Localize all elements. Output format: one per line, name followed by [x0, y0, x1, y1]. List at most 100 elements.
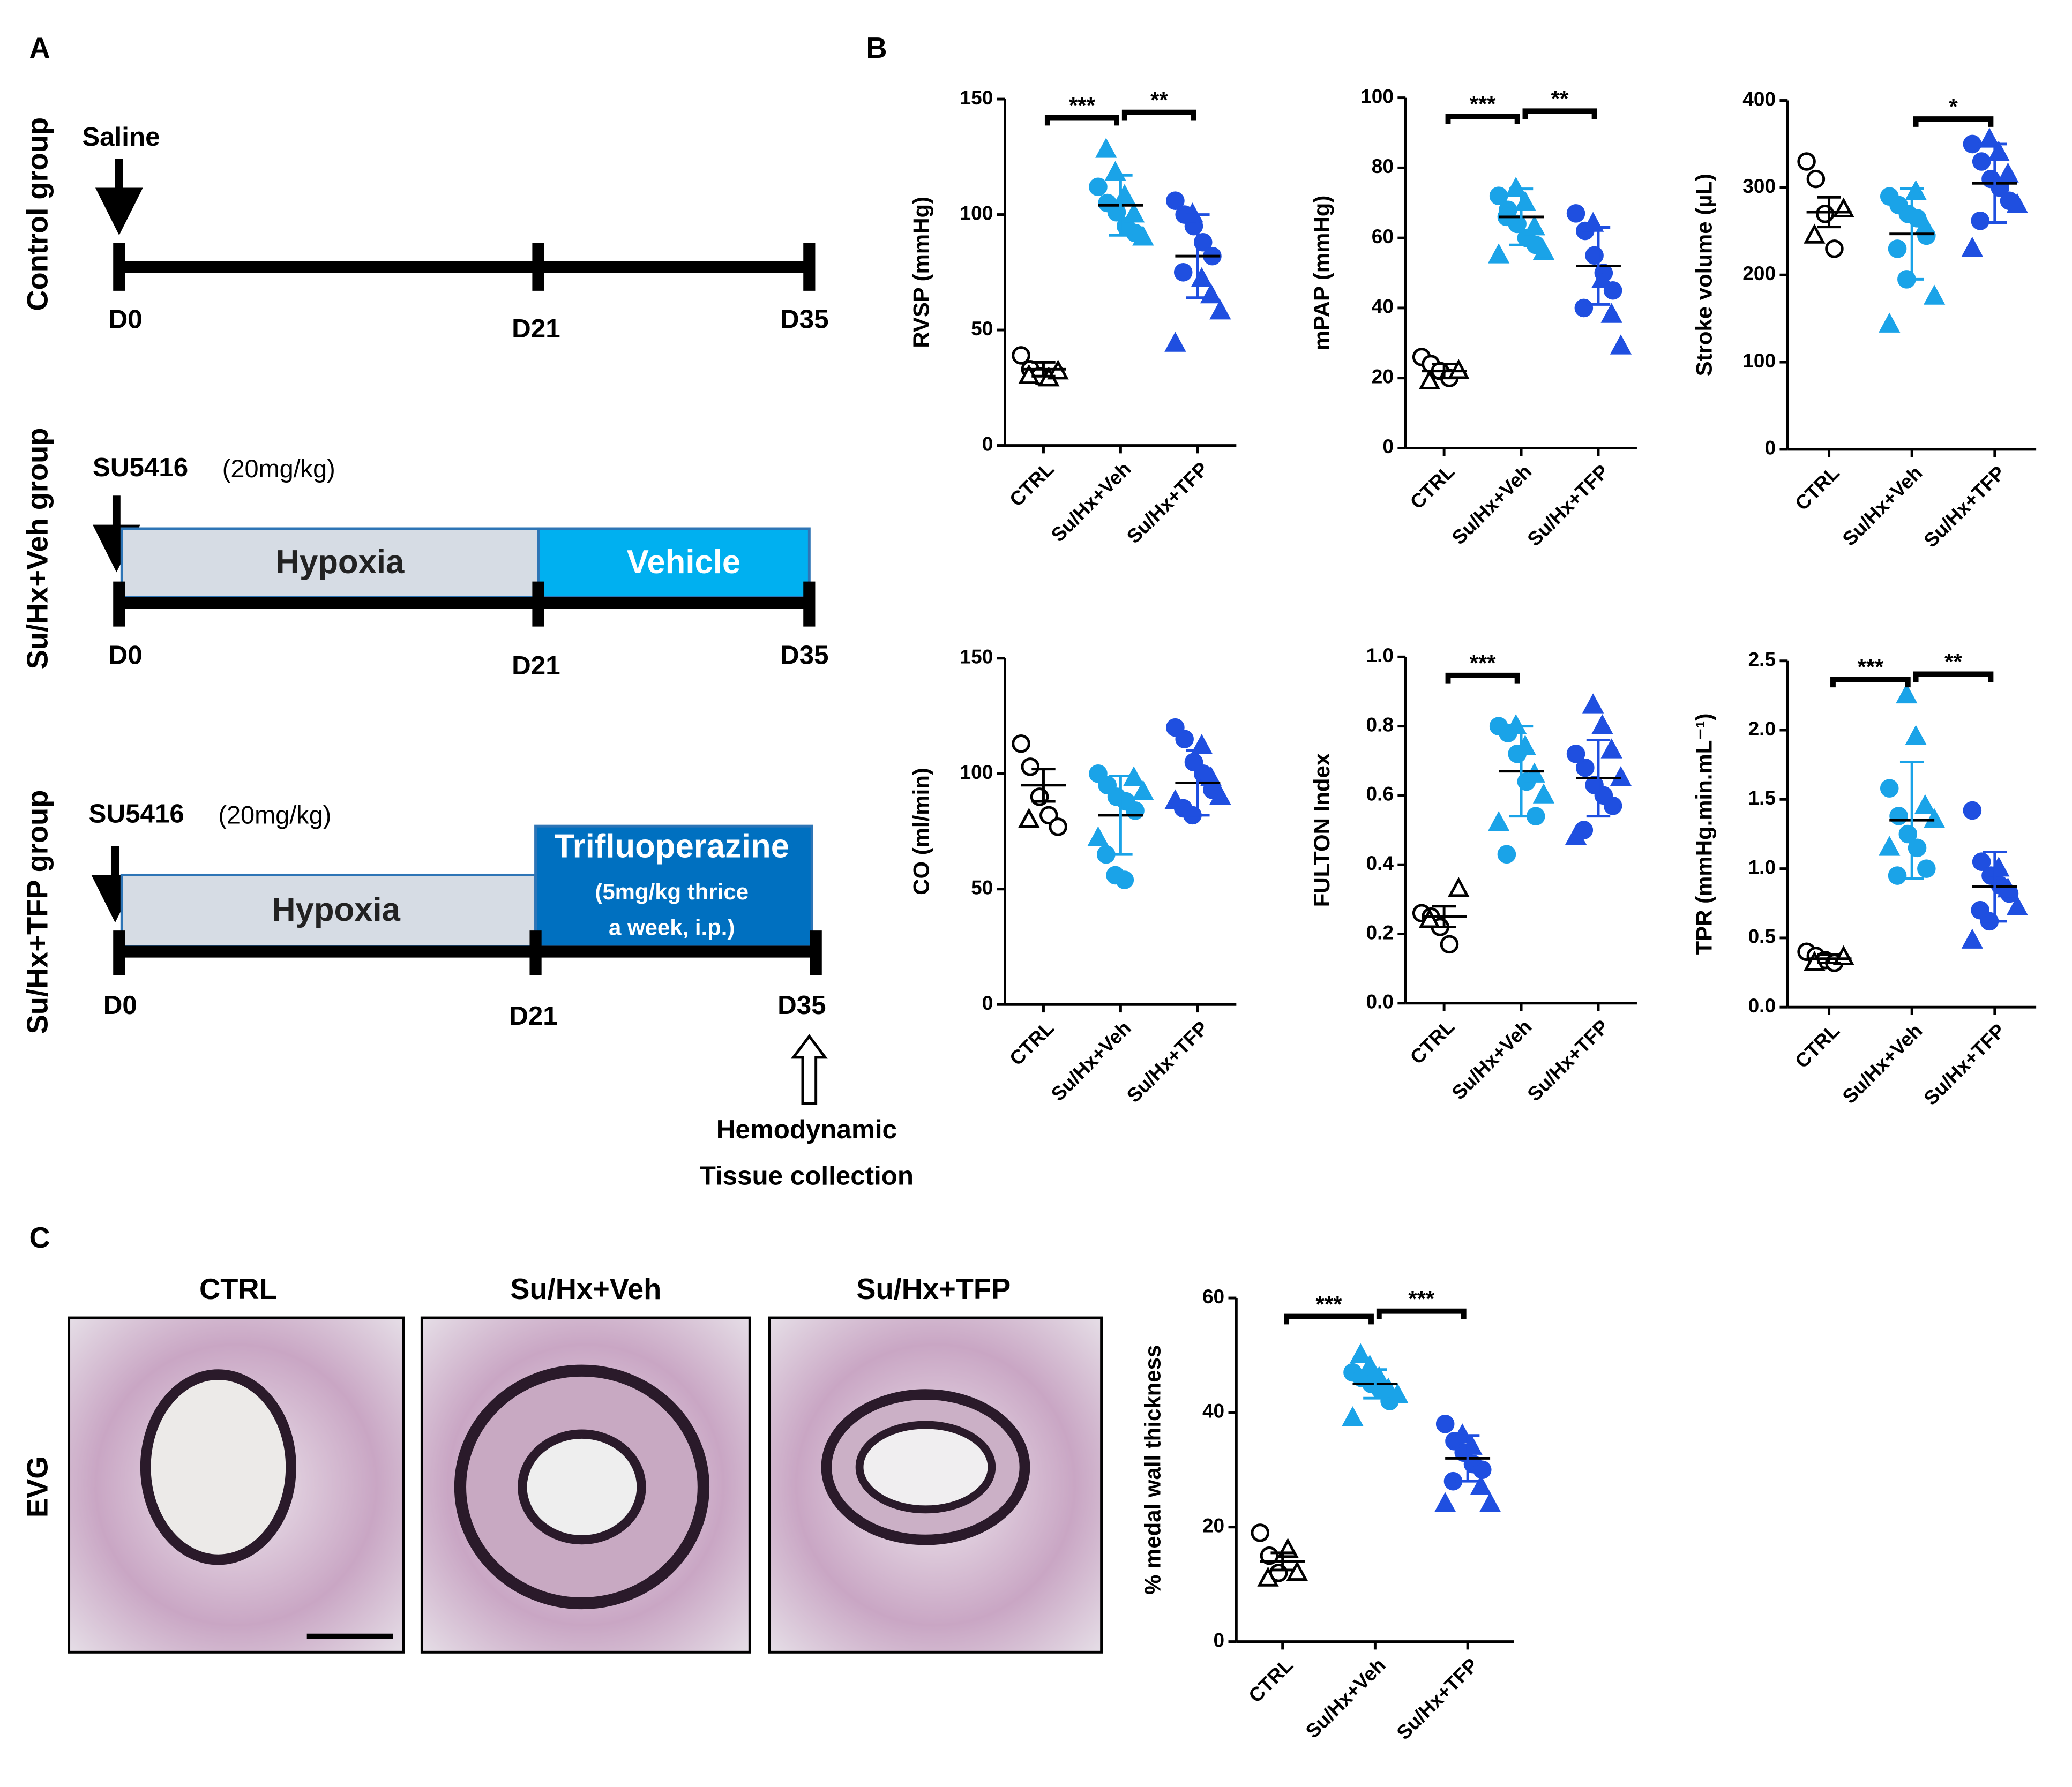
y-tick-label: 200: [1742, 262, 1776, 284]
x-tick-label: Su/Hx+TFP: [1122, 457, 1213, 548]
data-point: [1961, 928, 1984, 949]
significance-bracket: [1913, 671, 1994, 682]
group-label: Su/Hx+Veh group: [21, 428, 54, 670]
y-tick-label: 150: [960, 86, 993, 109]
data-point: [1880, 779, 1899, 798]
group-label: Control group: [21, 117, 54, 311]
data-point: [1523, 215, 1545, 236]
data-point: [1523, 762, 1545, 783]
data-point: [1905, 180, 1927, 200]
y-tick-label: 0: [1382, 435, 1394, 457]
significance-bracket: [1044, 115, 1119, 126]
data-point: [1087, 826, 1109, 846]
y-tick-label: 0.5: [1748, 925, 1776, 948]
significance-bracket: [1913, 116, 1994, 127]
y-tick-label: 0.4: [1366, 852, 1394, 874]
y-tick-label: 0: [1764, 437, 1776, 459]
data-point: [1173, 263, 1193, 282]
y-tick-label: 0: [982, 992, 993, 1014]
data-point: [1978, 127, 2001, 148]
y-tick-label: 400: [1742, 87, 1776, 110]
significance-bracket: [1522, 108, 1597, 119]
data-point: [1209, 784, 1231, 805]
y-tick-label: 100: [1360, 85, 1394, 107]
significance-bracket: [1121, 109, 1196, 121]
x-tick-label: Su/Hx+Veh: [1046, 1017, 1135, 1106]
data-point: [1889, 807, 1908, 825]
significance-label: ***: [1408, 1286, 1435, 1311]
day: D35: [780, 305, 829, 334]
dose: (20mg/kg): [222, 455, 335, 483]
data-point: [1209, 299, 1231, 320]
data-point: [1350, 1343, 1372, 1363]
x-tick-label: Su/Hx+Veh: [1447, 460, 1536, 549]
x-tick-label: Su/Hx+TFP: [1122, 1017, 1213, 1107]
data-point: [1963, 801, 1982, 820]
x-tick-label: CTRL: [1405, 460, 1458, 513]
data-point: [1021, 757, 1040, 776]
data-point: [1832, 197, 1854, 217]
data-point: [1387, 1383, 1409, 1403]
data-point: [1095, 138, 1117, 158]
data-point: [1479, 1492, 1501, 1512]
data-point: [1435, 1415, 1455, 1433]
significance-label: **: [1944, 649, 1962, 674]
y-tick-label: 50: [971, 876, 993, 899]
panel-label: B: [866, 32, 887, 64]
panel-label: C: [29, 1221, 50, 1254]
data-point: [1888, 239, 1907, 258]
significance-label: ***: [1316, 1292, 1343, 1317]
data-point: [1164, 789, 1186, 809]
day: D35: [780, 640, 829, 670]
y-tick-label: 0: [982, 432, 993, 455]
data-point: [1132, 226, 1154, 246]
data-point: [1470, 1475, 1492, 1495]
x-tick-label: Su/Hx+Veh: [1301, 1654, 1390, 1743]
day: D0: [109, 640, 143, 670]
data-point: [1257, 1566, 1279, 1587]
data-point: [1448, 877, 1470, 897]
data-point: [1963, 134, 1982, 154]
y-tick-label: 100: [960, 201, 993, 224]
y-tick-label: 0.0: [1366, 990, 1394, 1013]
significance-bracket: [1830, 677, 1911, 688]
y-tick-label: 0.8: [1366, 713, 1394, 735]
panel-label: A: [29, 32, 50, 64]
data-point: [2006, 895, 2028, 915]
data-point: [1972, 152, 1991, 171]
data-point: [1806, 169, 1826, 189]
x-tick-label: CTRL: [1244, 1654, 1297, 1707]
data-point: [1997, 877, 2019, 898]
y-tick-label: 0.2: [1366, 921, 1394, 943]
data-point: [1472, 1460, 1492, 1480]
x-tick-label: Su/Hx+TFP: [1919, 461, 2010, 552]
data-point: [1440, 935, 1459, 954]
data-point: [1825, 239, 1844, 258]
data-point: [1917, 859, 1936, 878]
stain-label: EVG: [21, 1456, 54, 1518]
group-label: Su/Hx+TFP group: [21, 790, 54, 1034]
y-tick-label: 40: [1372, 295, 1394, 318]
significance-bracket: [1445, 114, 1520, 124]
data-point: [1997, 162, 2019, 183]
data-point: [1175, 730, 1194, 748]
data-point: [1566, 204, 1585, 223]
data-point: [1200, 766, 1222, 786]
x-tick-label: Su/Hx+TFP: [1523, 1015, 1613, 1106]
y-axis-label: FULTON Index: [1309, 753, 1334, 907]
phase-box: [534, 824, 813, 948]
y-tick-label: 0.6: [1366, 783, 1394, 805]
y-tick-label: 20: [1202, 1514, 1224, 1537]
y-tick-label: 2.5: [1748, 648, 1776, 671]
data-point: [1972, 852, 1991, 871]
y-tick-label: 60: [1372, 225, 1394, 247]
phase-note: a week, i.p.): [609, 915, 735, 940]
data-point: [1797, 152, 1816, 171]
x-tick-label: CTRL: [1405, 1015, 1458, 1068]
x-tick-label: CTRL: [1005, 457, 1058, 510]
y-tick-label: 60: [1202, 1285, 1224, 1308]
phase-box: [537, 527, 811, 599]
y-tick-label: 1.5: [1748, 786, 1776, 809]
data-point: [1193, 232, 1213, 252]
